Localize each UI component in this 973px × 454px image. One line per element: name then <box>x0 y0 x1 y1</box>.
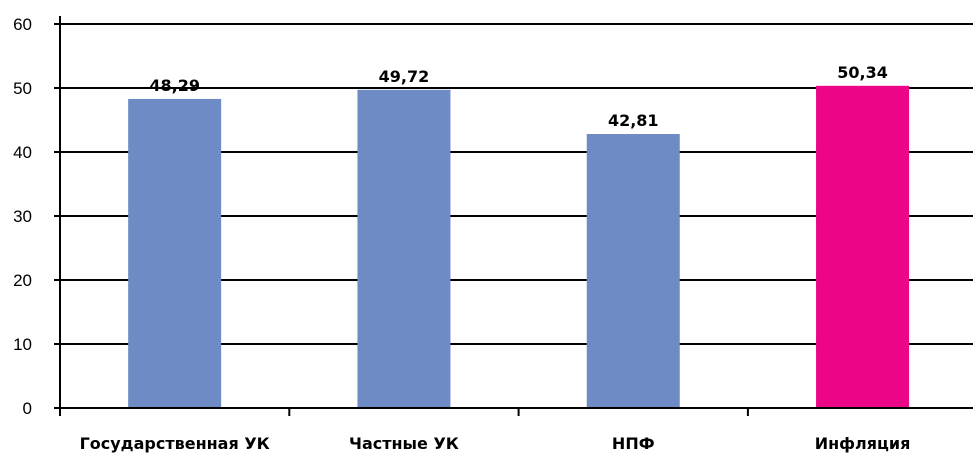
bar <box>128 98 222 408</box>
x-category-label: Государственная УК <box>80 434 270 453</box>
bar <box>586 134 680 409</box>
data-label: 50,34 <box>837 63 888 82</box>
x-category-label: Частные УК <box>349 434 459 453</box>
x-category-label: НПФ <box>612 434 655 453</box>
bars <box>128 85 910 409</box>
bar <box>816 85 910 408</box>
x-category-label: Инфляция <box>815 434 911 453</box>
axes <box>59 16 973 416</box>
data-labels: 48,29 49,72 42,81 50,34 <box>149 63 888 130</box>
y-tick-label: 60 <box>13 15 32 34</box>
y-axis-ticks: 0 10 20 30 40 50 60 <box>13 15 60 418</box>
data-label: 48,29 <box>149 76 200 95</box>
x-axis-categories: Государственная УК Частные УК НПФ Инфляция <box>80 434 911 453</box>
y-tick-label: 20 <box>13 271 32 290</box>
data-label: 49,72 <box>379 67 430 86</box>
y-tick-label: 10 <box>13 335 32 354</box>
bar <box>357 89 451 409</box>
data-label: 42,81 <box>608 111 659 130</box>
y-tick-label: 50 <box>13 79 32 98</box>
y-tick-label: 40 <box>13 143 32 162</box>
y-tick-label: 30 <box>13 207 32 226</box>
y-tick-label: 0 <box>23 399 32 418</box>
